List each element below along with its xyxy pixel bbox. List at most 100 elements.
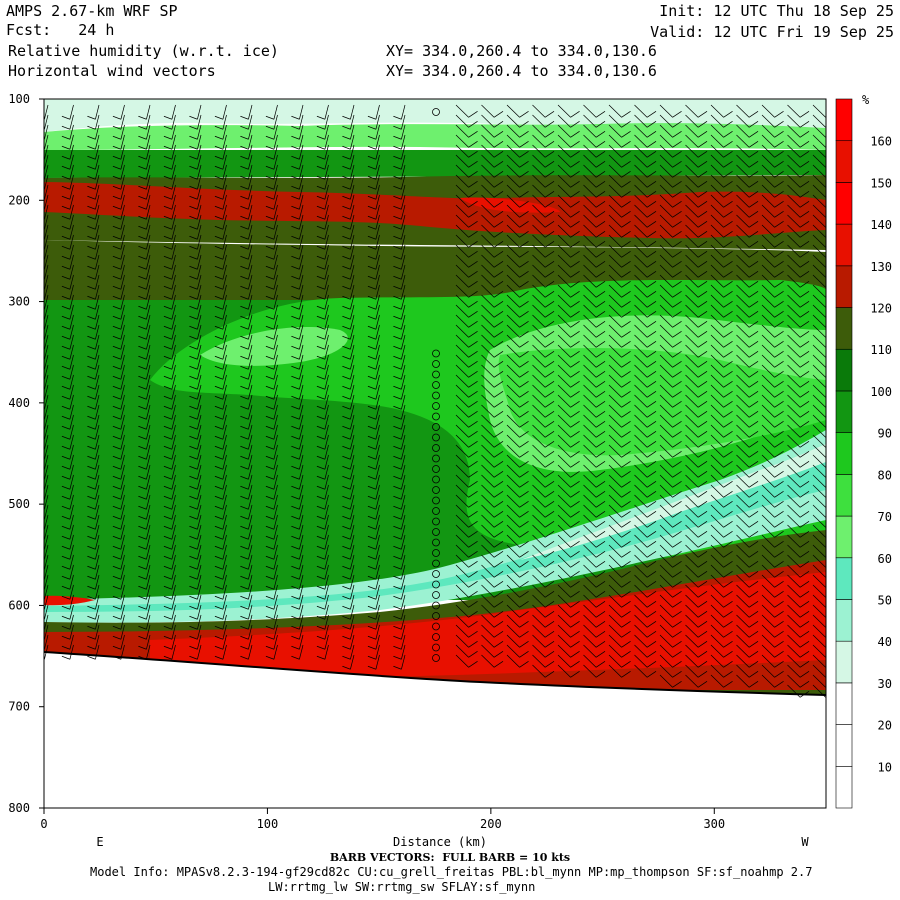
barb-flag xyxy=(342,545,351,550)
rh-green-right-core xyxy=(498,348,826,456)
barb-shaft xyxy=(736,324,750,338)
barb-shaft xyxy=(69,214,74,230)
barb-flag xyxy=(570,620,580,628)
barb-flag xyxy=(621,430,631,438)
barb-shaft xyxy=(787,274,801,288)
barb-shaft xyxy=(273,284,278,300)
barb-shaft xyxy=(95,484,100,500)
barb-shaft xyxy=(222,164,227,180)
barb-shaft xyxy=(710,344,724,358)
barb-flag xyxy=(544,590,555,598)
barb-shaft xyxy=(481,404,495,418)
barb-shaft xyxy=(248,424,253,440)
barb-flag xyxy=(214,155,224,160)
barb-flag xyxy=(468,330,478,338)
barb-shaft xyxy=(273,354,278,370)
barb-flag xyxy=(367,525,377,530)
barb-flag xyxy=(799,690,810,698)
barb-flag xyxy=(163,425,173,430)
barb-flag xyxy=(342,445,351,450)
barb-flag xyxy=(189,195,198,200)
barb-shaft xyxy=(455,264,469,278)
barb-flag xyxy=(519,260,529,268)
barb-flag xyxy=(61,635,71,640)
barb-flag xyxy=(393,425,402,430)
barb-flag xyxy=(316,425,326,430)
barb-shaft xyxy=(736,574,750,588)
barb-flag xyxy=(825,136,826,138)
barb-flag xyxy=(342,485,351,490)
barb-shaft xyxy=(685,304,699,318)
barb-flag xyxy=(799,180,810,188)
barb-shaft xyxy=(299,424,304,440)
barb-shaft xyxy=(583,214,597,228)
barb-shaft xyxy=(197,204,202,220)
barb-flag xyxy=(61,175,71,180)
barb-flag xyxy=(493,250,504,258)
barb-flag xyxy=(748,160,759,168)
barb-shaft xyxy=(736,424,750,438)
barb-flag xyxy=(61,235,71,240)
barb-shaft xyxy=(532,114,546,128)
barb-flag xyxy=(799,660,810,668)
barb-flag xyxy=(723,500,733,508)
barb-shaft xyxy=(95,464,100,480)
barb-flag xyxy=(61,515,71,520)
barb-flag xyxy=(44,248,45,250)
barb-shaft xyxy=(557,544,571,558)
barb-flag xyxy=(214,505,224,510)
barb-shaft xyxy=(455,474,469,488)
barb-flag xyxy=(672,680,682,688)
barb-shaft xyxy=(350,324,355,340)
barb-flag xyxy=(621,210,631,218)
barb-flag xyxy=(316,165,326,170)
barb-flag xyxy=(240,345,249,350)
barb-flag xyxy=(493,570,504,578)
barb-flag xyxy=(468,460,478,468)
barb-flag xyxy=(825,216,826,218)
barb-shaft xyxy=(787,574,801,588)
barb-shaft xyxy=(736,664,750,678)
barb-flag xyxy=(291,425,300,430)
barb-flag xyxy=(646,540,657,548)
barb-flag xyxy=(342,135,351,140)
barb-shaft xyxy=(787,284,801,298)
barb-shaft xyxy=(532,134,546,148)
barb-shaft xyxy=(44,274,49,290)
barb-flag xyxy=(61,535,71,540)
x-end-label-right: W xyxy=(801,835,809,849)
barb-flag xyxy=(544,610,555,618)
barb-shaft xyxy=(761,434,775,448)
barb-shaft xyxy=(350,624,355,640)
colorbar-swatch xyxy=(835,682,853,725)
barb-flag xyxy=(61,205,71,210)
barb-flag xyxy=(112,415,122,420)
barb-shaft xyxy=(685,164,699,178)
barb-flag xyxy=(646,460,657,468)
barb-flag xyxy=(240,515,249,520)
barb-flag xyxy=(87,605,96,610)
barb-shaft xyxy=(222,124,227,140)
barb-shaft xyxy=(401,124,406,140)
barb-shaft xyxy=(375,614,380,630)
barb-shaft xyxy=(171,564,176,580)
barb-flag xyxy=(493,440,504,448)
barb-shaft xyxy=(197,394,202,410)
barb-flag xyxy=(748,580,759,588)
barb-shaft xyxy=(787,374,801,388)
model-info: Model Info: MPASv8.2.3-194-gf29cd82c CU:… xyxy=(90,865,813,879)
barb-shaft xyxy=(634,264,648,278)
barb-flag xyxy=(61,585,71,590)
barb-flag xyxy=(189,405,198,410)
barb-shaft xyxy=(455,504,469,518)
barb-flag xyxy=(672,610,682,618)
barb-shaft xyxy=(787,454,801,468)
barb-shaft xyxy=(197,174,202,190)
barb-shaft xyxy=(273,364,278,380)
barb-flag xyxy=(291,575,300,580)
barb-shaft xyxy=(736,554,750,568)
barb-shaft xyxy=(506,584,520,598)
barb-flag xyxy=(342,155,351,160)
barb-shaft xyxy=(532,454,546,468)
barb-shaft xyxy=(222,614,227,630)
